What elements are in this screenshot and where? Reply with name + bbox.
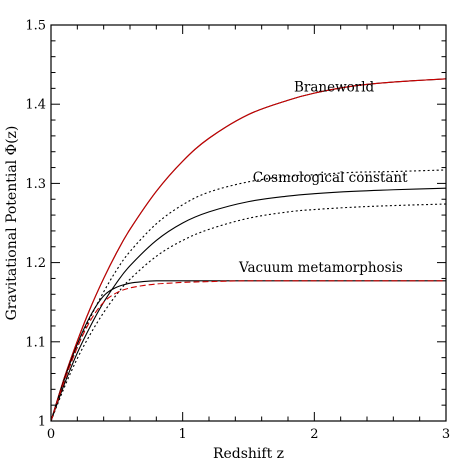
x-tick-label: 2 xyxy=(310,427,318,442)
series-line-3 xyxy=(51,169,446,421)
y-axis-label: Gravitational Potential Φ(z) xyxy=(4,126,20,321)
series-line-6 xyxy=(51,280,446,421)
ticks-layer: 0 1 2 311.11.21.31.41.5 xyxy=(25,19,450,443)
x-tick-label: 3 xyxy=(442,427,450,442)
x-tick-label: 0 xyxy=(47,427,55,442)
series-line-2 xyxy=(51,78,446,421)
y-tick-label: 1.4 xyxy=(25,98,46,113)
y-tick-label: 1 xyxy=(38,415,46,430)
plot-frame xyxy=(50,24,447,422)
series-line-5 xyxy=(51,203,446,421)
annotation-2: Cosmological constant xyxy=(253,170,408,186)
x-tick-label: 1 xyxy=(179,427,187,442)
curves-layer xyxy=(51,78,446,421)
y-tick-label: 1.3 xyxy=(25,177,46,192)
series-line-7 xyxy=(51,280,446,421)
y-tick-label: 1.2 xyxy=(25,256,46,271)
series-line-1 xyxy=(51,78,446,421)
y-tick-label: 1.1 xyxy=(25,335,46,350)
y-tick-label: 1.5 xyxy=(25,19,46,34)
series-line-4 xyxy=(51,187,446,421)
annotation-1: Braneworld xyxy=(294,80,375,96)
x-axis-label: Redshift z xyxy=(213,446,284,462)
annotation-3: Vacuum metamorphosis xyxy=(238,260,403,276)
annotations-layer: Braneworld Cosmological constant Vacuum me… xyxy=(238,80,408,277)
